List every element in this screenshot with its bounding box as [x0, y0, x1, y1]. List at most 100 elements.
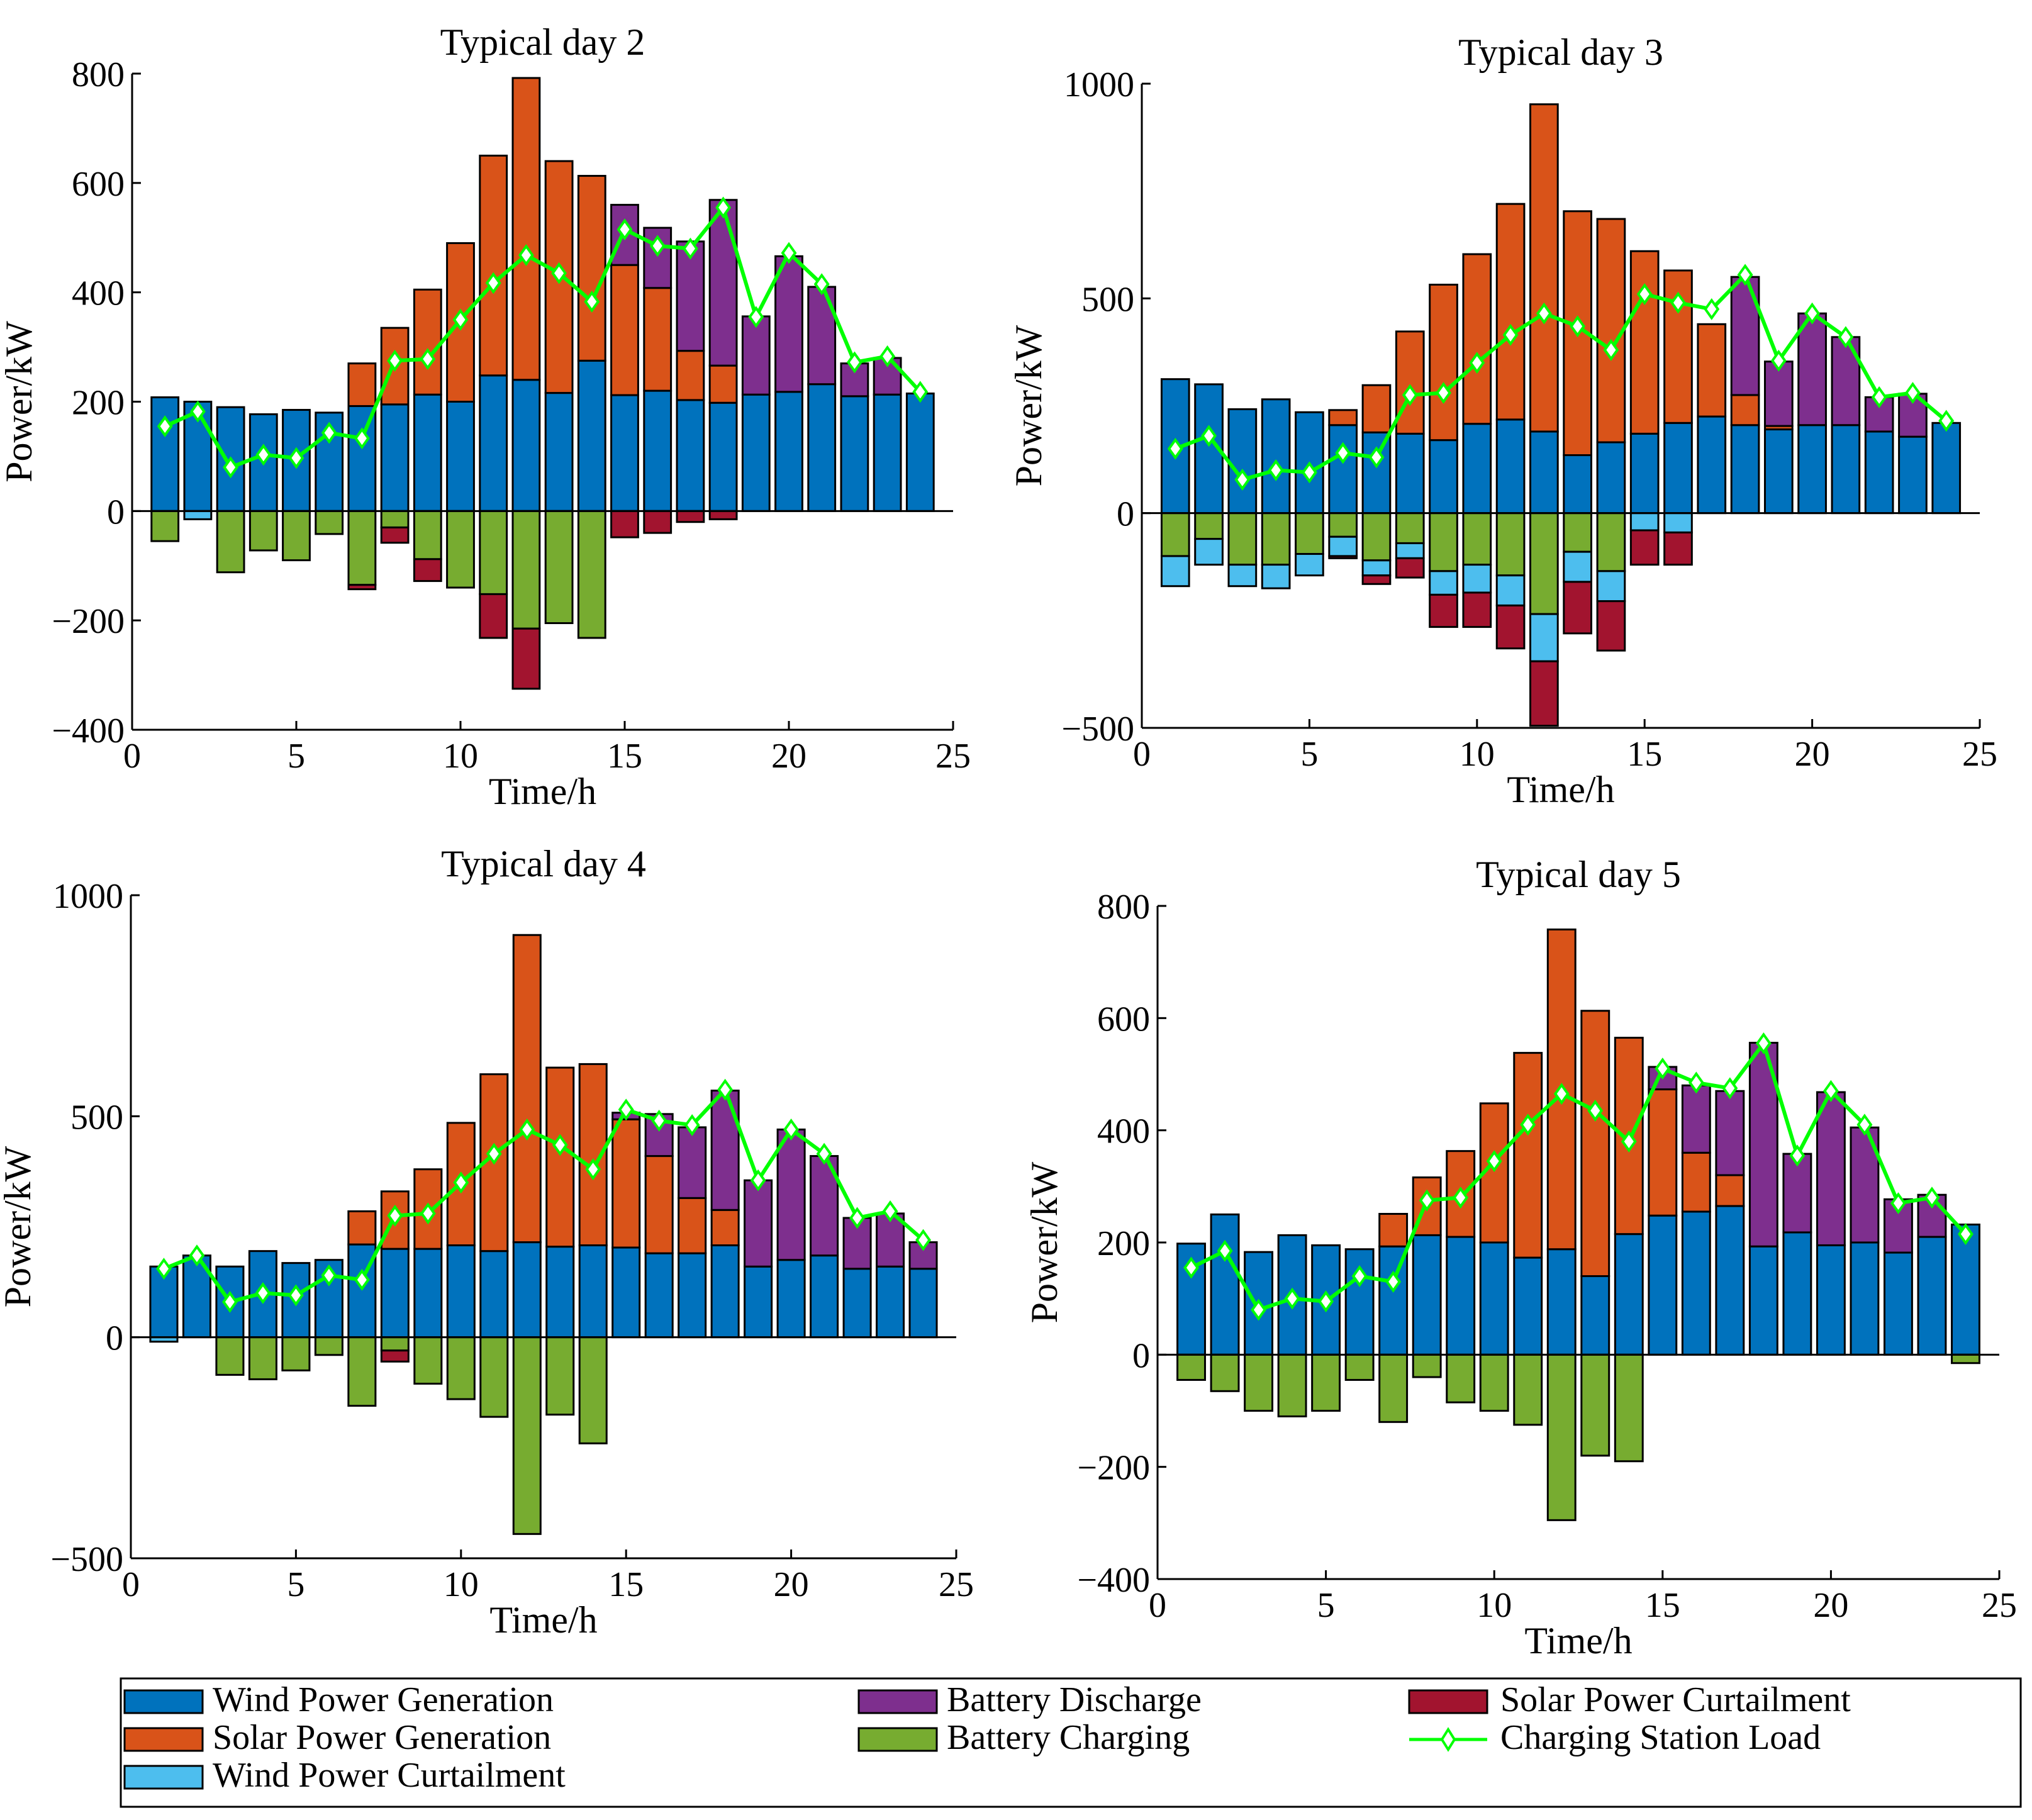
charging-bar	[544, 510, 574, 625]
load-marker	[321, 422, 337, 444]
x-tick-label: 10	[1477, 1586, 1512, 1625]
load-marker	[354, 427, 370, 450]
charging-bar	[1194, 512, 1224, 540]
legend-label-load: Charging Station Load	[1500, 1718, 1821, 1757]
discharge-bar	[776, 1128, 806, 1261]
load-marker	[420, 1202, 436, 1225]
solar-bar	[347, 362, 377, 407]
charging-bar	[1210, 1353, 1240, 1392]
solar-curtailment-bar	[413, 558, 442, 583]
y-axis-label: Power/kW	[0, 1146, 38, 1307]
wind-bar	[1797, 424, 1827, 515]
load-marker	[1938, 410, 1955, 432]
wind-bar	[413, 1248, 443, 1339]
wind-curtailment-bar	[1194, 538, 1224, 566]
solar-curtailment-bar	[1429, 593, 1458, 628]
x-axis-label: Time/h	[1524, 1620, 1632, 1661]
y-axis-label: Power/kW	[0, 321, 40, 483]
charging-bar	[1160, 512, 1190, 557]
charging-bar	[314, 1336, 343, 1356]
load-marker	[1486, 1150, 1502, 1173]
charging-bar	[1951, 1353, 1980, 1365]
y-tick-label: −200	[1077, 1449, 1150, 1488]
load-marker	[1804, 302, 1821, 325]
wind-bar	[1446, 1236, 1476, 1356]
solar-bar	[1580, 1010, 1611, 1278]
wind-curtailment-bar	[1227, 564, 1258, 588]
load-marker	[1737, 264, 1753, 286]
load-marker	[1301, 461, 1317, 484]
wind-curtailment-bar	[1629, 512, 1660, 532]
load-marker	[1904, 382, 1921, 404]
load-marker	[1603, 338, 1619, 361]
charging-bar	[1227, 512, 1258, 566]
load-marker	[1520, 1114, 1536, 1136]
wind-bar	[1931, 422, 1962, 515]
charging-bar	[545, 1336, 575, 1416]
chart-title: Typical day 2	[440, 21, 645, 63]
load-marker	[1351, 1265, 1368, 1287]
charging-bar	[1295, 512, 1324, 555]
charging-bar	[1495, 512, 1526, 577]
y-tick-label: 1000	[1064, 65, 1134, 104]
wind-bar	[644, 1252, 674, 1339]
legend-label-wind: Wind Power Generation	[213, 1680, 554, 1719]
load-marker	[1402, 384, 1418, 406]
load-marker	[1636, 283, 1653, 305]
legend-label-solar-curtailment: Solar Power Curtailment	[1500, 1680, 1851, 1719]
load-marker	[1183, 1256, 1199, 1279]
x-axis-label: Time/h	[489, 771, 596, 812]
load-marker	[1722, 1077, 1738, 1100]
load-marker	[915, 1229, 931, 1251]
load-marker	[1217, 1239, 1233, 1262]
load-marker	[1924, 1186, 1940, 1209]
solar-bar	[1361, 384, 1392, 433]
wind-bar	[1412, 1234, 1442, 1356]
solar-bar	[1697, 323, 1727, 418]
x-tick-label: 5	[287, 1565, 304, 1604]
wind-bar	[1563, 454, 1592, 515]
load-marker	[651, 1109, 667, 1132]
charging-bar	[1462, 512, 1492, 566]
wind-bar	[380, 403, 410, 512]
load-marker	[1368, 446, 1385, 469]
load-marker	[882, 1200, 898, 1222]
solar-bar	[678, 1197, 707, 1254]
wind-bar	[1580, 1275, 1611, 1356]
wind-bar	[1378, 1245, 1409, 1356]
load-marker	[1536, 302, 1552, 325]
wind-bar	[1648, 1214, 1678, 1356]
discharge-bar	[678, 1126, 707, 1199]
wind-bar	[1361, 431, 1392, 515]
wind-bar	[1614, 1233, 1644, 1356]
charging-bar	[1429, 512, 1458, 572]
wind-curtailment-bar	[1462, 564, 1492, 594]
charging-bar	[479, 510, 508, 595]
y-tick-label: −500	[1061, 710, 1134, 749]
solar-bar	[1681, 1151, 1711, 1213]
charging-bar	[248, 510, 278, 552]
charging-bar	[1361, 512, 1392, 562]
y-tick-label: 0	[1132, 1336, 1150, 1375]
load-marker	[1655, 1058, 1671, 1080]
wind-bar	[150, 396, 180, 512]
x-axis-label: Time/h	[1507, 769, 1614, 810]
y-tick-label: 500	[1081, 280, 1134, 319]
wind-curtailment-bar	[1261, 564, 1291, 589]
solar-curtailment-bar	[1328, 555, 1358, 559]
solar-bar	[1715, 1174, 1745, 1207]
load-marker	[189, 400, 206, 423]
wind-bar	[1748, 1245, 1778, 1356]
load-marker	[453, 1171, 469, 1194]
charging-bar	[1244, 1353, 1274, 1412]
load-marker	[1251, 1298, 1267, 1321]
chart-4: Typical day 5 −400 −200 0 200 400 600 800 0 5 10 15…	[1024, 854, 2017, 1661]
wind-bar	[840, 395, 869, 512]
discharge-bar	[1763, 360, 1794, 427]
solar-bar	[1648, 1088, 1678, 1217]
x-tick-label: 25	[939, 1565, 974, 1604]
load-marker	[1268, 459, 1284, 481]
load-marker	[783, 1118, 800, 1141]
x-tick-label: 20	[1795, 735, 1830, 774]
x-tick-label: 25	[1982, 1586, 2017, 1625]
